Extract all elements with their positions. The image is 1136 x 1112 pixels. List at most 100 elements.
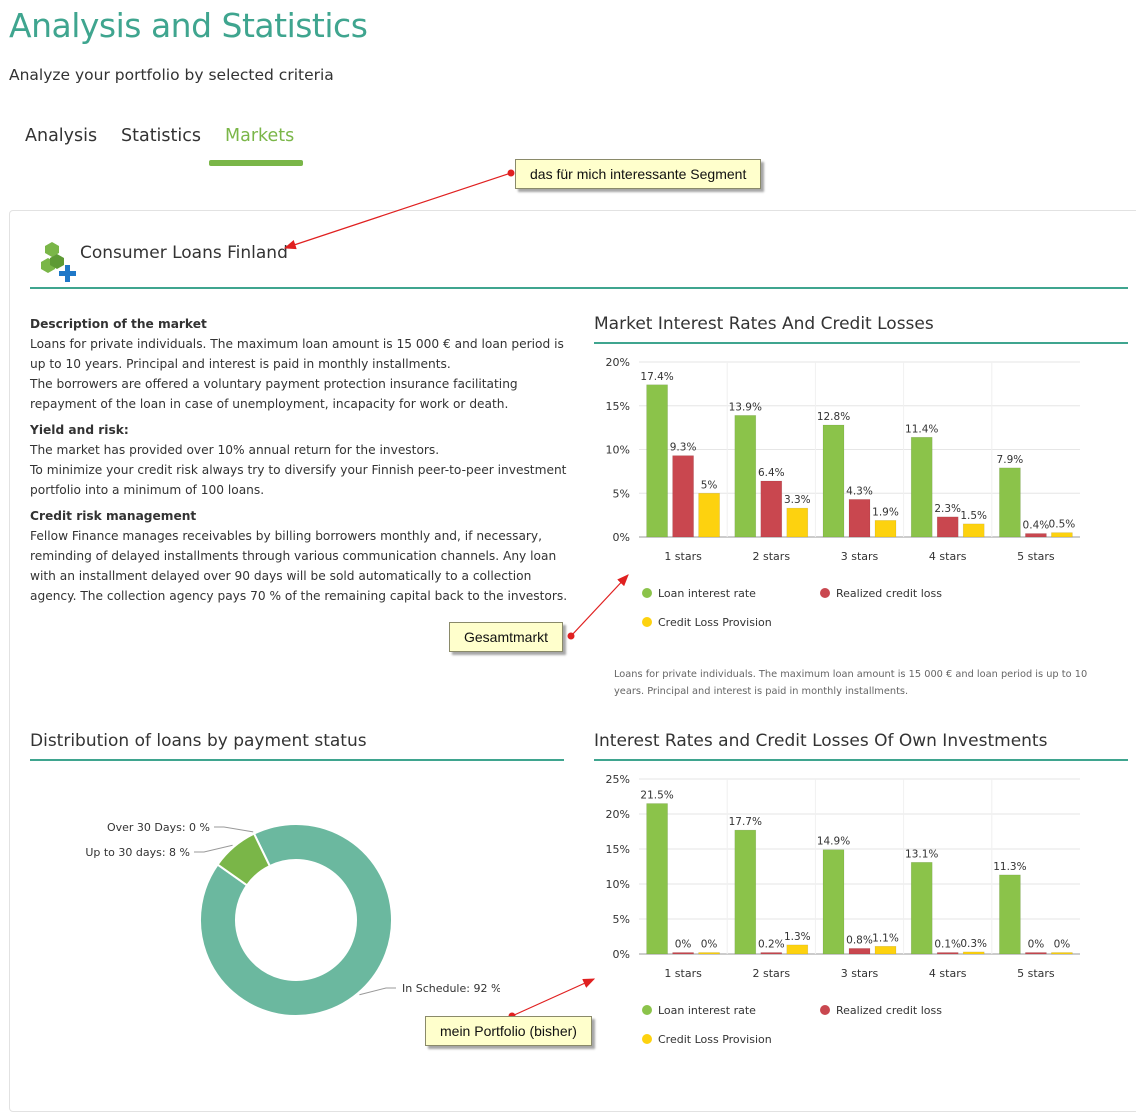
annotation-dot (507, 169, 515, 177)
y-tick-label: 5% (613, 913, 630, 926)
data-label: 0.4% (1023, 520, 1050, 532)
bar (646, 803, 668, 955)
data-label: 0.8% (846, 934, 873, 946)
active-tab-indicator (209, 160, 303, 166)
bar (646, 384, 668, 538)
bar (672, 455, 694, 538)
bar (822, 849, 845, 955)
x-tick-label: 2 stars (753, 550, 791, 563)
bar (698, 492, 720, 538)
bar (910, 436, 933, 538)
legend-dot (642, 1034, 652, 1044)
x-tick-label: 5 stars (1017, 550, 1055, 563)
data-label: 3.3% (784, 494, 811, 506)
x-tick-label: 2 stars (753, 967, 791, 980)
y-tick-label: 25% (606, 773, 630, 786)
market-divider (30, 287, 1128, 289)
legend-label: Loan interest rate (658, 1004, 756, 1017)
data-label: 13.9% (729, 401, 762, 413)
bar (760, 480, 783, 538)
chart-footnote: Loans for private individuals. The maxim… (614, 669, 1088, 697)
data-label: 1.3% (784, 931, 811, 943)
credit-heading: Credit risk management (30, 509, 197, 523)
y-tick-label: 0% (613, 948, 630, 961)
legend-label: Realized credit loss (836, 587, 942, 600)
yield-heading: Yield and risk: (30, 423, 129, 437)
data-label: 0.1% (934, 939, 961, 951)
legend-realized-credit-loss[interactable]: Realized credit loss (820, 587, 942, 600)
x-tick-label: 1 stars (664, 550, 702, 563)
legend-label: Realized credit loss (836, 1004, 942, 1017)
data-label: 2.3% (934, 503, 961, 515)
status-donut-chart: In Schedule: 92 % Up to 30 days: 8 % Over … (85, 821, 500, 1017)
bar (1051, 952, 1073, 955)
legend-credit-loss-provision[interactable]: Credit Loss Provision (642, 1033, 772, 1046)
legend-dot (642, 588, 652, 598)
data-label: 0% (1028, 939, 1045, 951)
y-tick-label: 5% (613, 487, 630, 500)
legend-label: Credit Loss Provision (658, 1033, 772, 1046)
yield-text: To minimize your credit risk always try … (30, 463, 567, 497)
y-tick-label: 20% (606, 808, 630, 821)
page-subtitle: Analyze your portfolio by selected crite… (9, 66, 334, 84)
tab-analysis[interactable]: Analysis (25, 126, 98, 146)
legend-label: Loan interest rate (658, 587, 756, 600)
bar (760, 952, 783, 955)
bar (874, 520, 897, 538)
status-chart-divider (30, 759, 564, 761)
description-heading: Description of the market (30, 317, 207, 331)
legend-realized-credit-loss[interactable]: Realized credit loss (820, 1004, 942, 1017)
donut-slice (199, 823, 393, 1017)
bar (734, 415, 757, 538)
y-tick-label: 10% (606, 444, 630, 457)
market-bar-chart: 0% 5% 10% 15% 20% 17.4% 9.3% 5% 1 stars 13.9% 6.4%… (606, 356, 1080, 563)
bar (936, 516, 959, 538)
tab-markets[interactable]: Markets (225, 126, 295, 146)
legend-loan-interest-rate[interactable]: Loan interest rate (642, 587, 756, 600)
x-tick-label: 3 stars (841, 967, 879, 980)
x-tick-label: 5 stars (1017, 967, 1055, 980)
bar (910, 862, 933, 955)
slice-leader-line (214, 826, 254, 833)
page-title: Analysis and Statistics (9, 6, 368, 45)
legend-credit-loss-provision[interactable]: Credit Loss Provision (642, 616, 772, 629)
x-tick-label: 1 stars (664, 967, 702, 980)
own-chart-title: Interest Rates and Credit Losses Of Own … (594, 731, 1048, 751)
y-tick-label: 10% (606, 878, 630, 891)
yield-text: The market has provided over 10% annual … (30, 443, 440, 457)
data-label: 1.1% (872, 932, 899, 944)
status-chart-title: Distribution of loans by payment status (30, 731, 367, 751)
legend-loan-interest-rate[interactable]: Loan interest rate (642, 1004, 756, 1017)
data-label: 12.8% (817, 411, 850, 423)
data-label: 0.5% (1049, 519, 1076, 531)
own-bar-chart: 0% 5% 10% 15% 20% 25% 21.5% 0% 0% 1 stars 17.7% 0.2… (606, 773, 1080, 980)
slice-leader-line (194, 844, 233, 853)
bar (734, 829, 757, 955)
data-label: 0% (701, 939, 718, 951)
donut-slice (216, 832, 272, 887)
market-panel (9, 210, 1136, 1112)
slice-label: Over 30 Days: 0 % (107, 821, 210, 834)
bar (848, 499, 871, 538)
bar (962, 951, 985, 955)
data-label: 7.9% (997, 454, 1024, 466)
bar (848, 948, 871, 955)
data-label: 1.5% (960, 510, 987, 522)
bar (1025, 952, 1047, 955)
legend-label: Credit Loss Provision (658, 616, 772, 629)
data-label: 9.3% (670, 442, 697, 454)
annotation-note: mein Portfolio (bisher) (425, 1016, 592, 1046)
bar (874, 946, 897, 955)
bar (1051, 532, 1073, 538)
credit-text: Fellow Finance manages receivables by bi… (30, 529, 568, 603)
x-tick-label: 4 stars (929, 967, 967, 980)
data-label: 11.3% (993, 861, 1026, 873)
slice-leader-line (359, 987, 396, 996)
bar (698, 952, 720, 955)
y-tick-label: 15% (606, 843, 630, 856)
market-chart-title: Market Interest Rates And Credit Losses (594, 314, 934, 334)
data-label: 0% (1054, 939, 1071, 951)
tab-statistics[interactable]: Statistics (121, 126, 201, 146)
description-text: The borrowers are offered a voluntary pa… (30, 377, 518, 411)
data-label: 5% (701, 479, 718, 491)
